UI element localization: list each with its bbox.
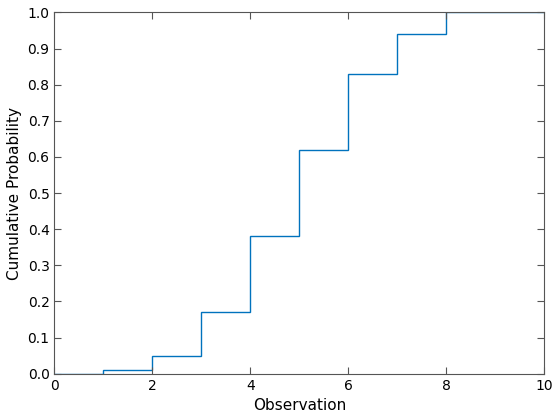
Y-axis label: Cumulative Probability: Cumulative Probability xyxy=(7,107,22,280)
X-axis label: Observation: Observation xyxy=(253,398,346,413)
